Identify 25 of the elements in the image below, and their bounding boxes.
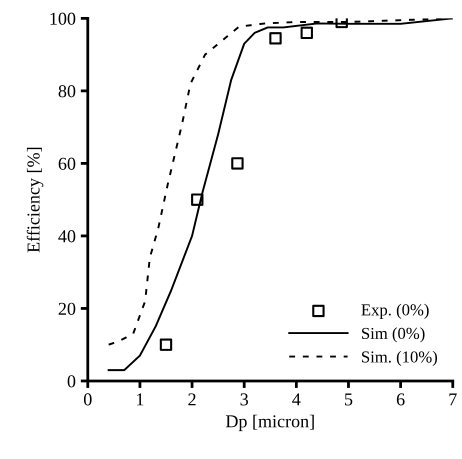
y-tick-label: 100 — [50, 12, 76, 25]
point — [160, 338, 172, 351]
x-tick-label: 5 — [345, 393, 352, 406]
y-tick-label: 20 — [58, 302, 76, 315]
legend-label: Sim. (10%) — [362, 350, 438, 366]
x-tick-label: 2 — [188, 393, 196, 406]
legend-label: Exp. (0%) — [361, 304, 429, 319]
x-tick-label: 7 — [449, 393, 457, 406]
point — [269, 32, 282, 44]
point — [336, 18, 348, 28]
x-tick-label: 3 — [240, 393, 248, 406]
x-tick-label: 4 — [292, 393, 301, 406]
y-tick-label: 60 — [58, 158, 76, 170]
x-tick-label: 0 — [84, 393, 92, 406]
y-tick-label: 40 — [58, 230, 76, 242]
x-tick-label: 6 — [396, 393, 405, 406]
point — [191, 193, 204, 206]
y-tick-label: 80 — [58, 85, 76, 98]
x-axis-title: Dp [micron] — [226, 414, 314, 432]
legend-label: Sim (0%) — [362, 327, 425, 342]
y-tick-label: 0 — [68, 375, 76, 388]
x-tick-label: 1 — [136, 393, 144, 406]
point — [300, 26, 313, 40]
y-axis-title: Efficiency [%] — [26, 148, 44, 252]
point — [231, 157, 244, 170]
